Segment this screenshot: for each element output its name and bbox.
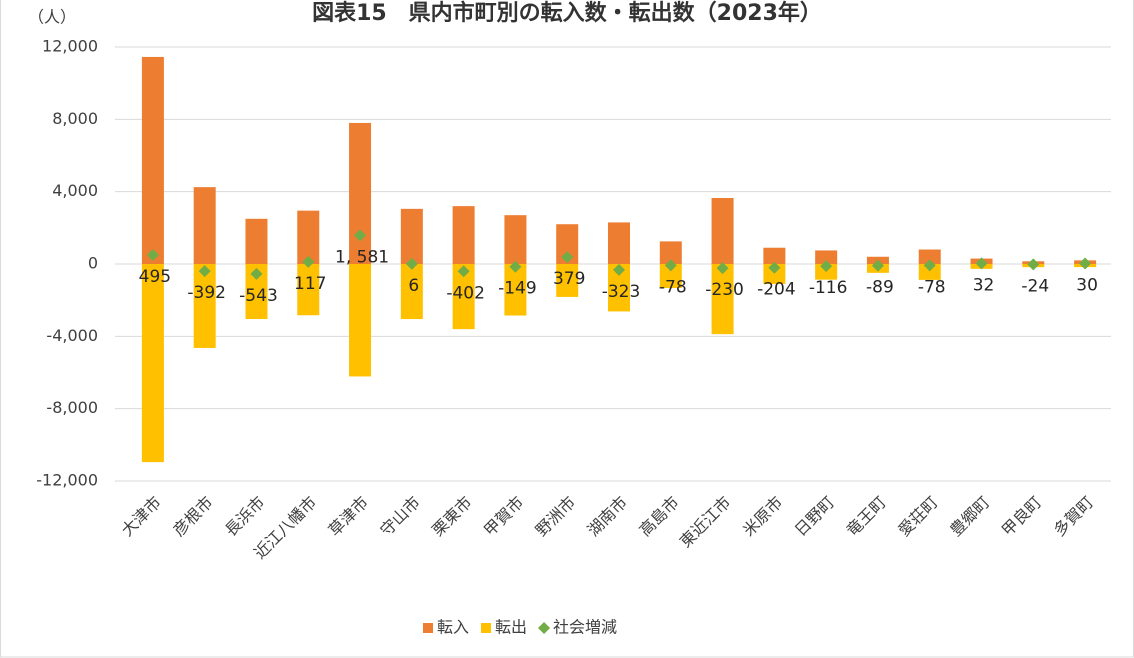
bar xyxy=(245,218,268,264)
data-label: -392 xyxy=(187,283,226,303)
data-label: -230 xyxy=(705,280,744,300)
data-label: 379 xyxy=(553,269,585,289)
bar xyxy=(763,247,786,264)
bar xyxy=(504,215,527,264)
data-label: -78 xyxy=(659,277,687,297)
point xyxy=(561,251,574,264)
y-tick-label: 0 xyxy=(88,254,98,273)
bar xyxy=(193,264,216,348)
legend-label: 転入 xyxy=(437,618,469,637)
y-tick-label: -4,000 xyxy=(46,326,98,345)
bar xyxy=(556,264,579,297)
bar xyxy=(400,208,423,264)
data-label: -78 xyxy=(918,277,946,297)
data-label: -323 xyxy=(602,282,641,302)
bar xyxy=(608,222,630,264)
point xyxy=(871,259,884,272)
bar xyxy=(452,264,475,330)
bar xyxy=(918,264,941,280)
data-label: 495 xyxy=(139,267,171,287)
point xyxy=(923,259,936,272)
point xyxy=(250,267,263,280)
chart-title: 図表15 県内市町別の転入数・転出数（2023年） xyxy=(312,0,822,26)
data-label: -116 xyxy=(809,278,848,298)
data-label: 32 xyxy=(973,275,995,295)
data-label: 117 xyxy=(294,274,326,294)
bar xyxy=(918,249,941,264)
bar xyxy=(297,264,320,316)
bar xyxy=(815,250,838,264)
bar xyxy=(659,264,682,289)
y-tick-label: -12,000 xyxy=(36,471,98,490)
point xyxy=(146,249,159,262)
bar xyxy=(608,264,630,312)
legend-swatch xyxy=(538,622,551,634)
bar xyxy=(659,241,682,264)
bar xyxy=(349,264,372,377)
data-label: -204 xyxy=(757,280,796,300)
bar xyxy=(400,264,423,320)
bar xyxy=(349,122,372,264)
point xyxy=(302,255,315,268)
point xyxy=(975,257,988,270)
point xyxy=(457,265,470,278)
point xyxy=(820,260,833,273)
data-label: -24 xyxy=(1021,276,1049,296)
legend-swatch xyxy=(423,623,433,633)
legend-label: 転出 xyxy=(495,618,527,637)
data-label: -543 xyxy=(239,286,278,306)
point xyxy=(716,262,729,275)
y-tick-label: 8,000 xyxy=(52,109,98,128)
data-label: -89 xyxy=(866,278,894,298)
point xyxy=(198,265,211,278)
data-label: 6 xyxy=(408,276,419,296)
point xyxy=(1027,258,1040,271)
y-tick-label: 4,000 xyxy=(52,181,98,200)
data-label: 30 xyxy=(1076,275,1098,295)
bar xyxy=(141,56,164,265)
legend-label: 社会増減 xyxy=(553,618,617,637)
point xyxy=(664,259,677,272)
bar xyxy=(452,206,475,264)
y-axis-label: （人） xyxy=(28,8,76,27)
point xyxy=(405,257,418,270)
data-label: -149 xyxy=(498,279,537,299)
bar xyxy=(504,264,527,316)
bar xyxy=(297,210,320,264)
bar xyxy=(193,187,216,264)
bar xyxy=(141,264,164,463)
point xyxy=(509,260,522,273)
point xyxy=(768,261,781,274)
data-label: -402 xyxy=(446,283,485,303)
bar xyxy=(556,224,579,264)
point xyxy=(613,263,625,276)
point xyxy=(1079,257,1092,270)
point xyxy=(354,229,367,242)
bar xyxy=(245,264,268,320)
y-tick-label: 12,000 xyxy=(42,37,98,56)
legend: 転入 転出 社会増減 xyxy=(423,618,617,637)
legend-swatch xyxy=(481,623,492,633)
bar xyxy=(711,197,734,264)
bar xyxy=(763,264,786,284)
bar xyxy=(711,264,734,335)
data-label: 1, 581 xyxy=(335,247,389,267)
y-tick-label: -8,000 xyxy=(46,398,98,417)
